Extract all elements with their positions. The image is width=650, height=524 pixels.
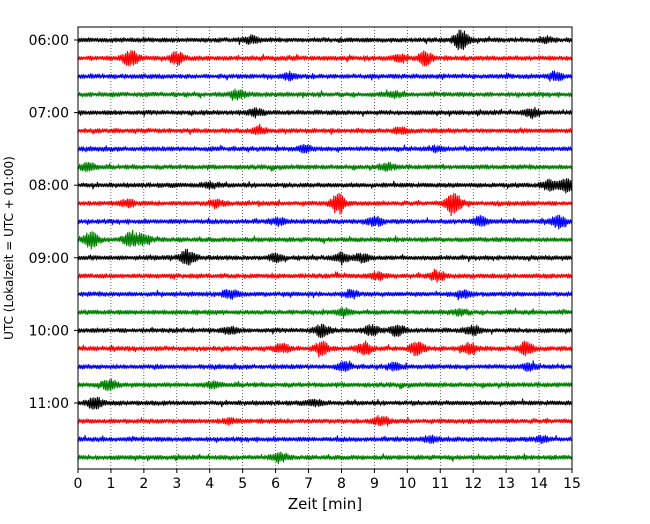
x-tick-label: 8 — [337, 476, 346, 492]
x-tick-label: 2 — [139, 476, 148, 492]
trace-09-00 — [77, 248, 573, 266]
x-axis-label: Zeit [min] — [288, 495, 362, 513]
traces — [77, 29, 573, 465]
trace-08-00 — [77, 178, 573, 194]
trace-11-30 — [77, 434, 573, 445]
plot-frame — [77, 26, 573, 470]
trace-07-15 — [77, 123, 573, 136]
y-tick-label: 11:00 — [29, 396, 69, 412]
trace-08-45 — [77, 229, 573, 250]
x-tick-label: 14 — [530, 476, 548, 492]
y-axis-ticks: 06:00 07:00 08:00 09:00 10:00 11:00 — [29, 33, 78, 412]
trace-10-30 — [77, 360, 573, 373]
trace-11-45 — [77, 451, 573, 465]
trace-08-15 — [77, 192, 573, 217]
trace-11-00 — [77, 396, 573, 410]
x-axis-ticks: 0 1 2 3 4 5 6 7 8 9 10 11 12 13 14 15 — [74, 469, 581, 492]
trace-06-15 — [77, 49, 573, 67]
trace-11-15 — [77, 414, 573, 427]
trace-07-00 — [77, 106, 573, 120]
x-tick-label: 7 — [304, 476, 313, 492]
trace-06-30 — [77, 70, 573, 82]
x-tick-label: 10 — [398, 476, 416, 492]
x-tick-label: 1 — [106, 476, 115, 492]
y-tick-label: 06:00 — [29, 33, 69, 49]
trace-07-45 — [77, 161, 573, 173]
trace-06-45 — [77, 88, 573, 101]
trace-06-00 — [77, 29, 573, 51]
x-tick-label: 12 — [464, 476, 482, 492]
y-axis-label: UTC (Lokalzeit = UTC + 01:00) — [2, 156, 16, 340]
trace-09-30 — [77, 288, 573, 301]
x-tick-label: 6 — [271, 476, 280, 492]
x-tick-label: 5 — [238, 476, 247, 492]
x-tick-label: 3 — [172, 476, 181, 492]
y-tick-label: 10:00 — [29, 323, 69, 339]
trace-09-45 — [77, 307, 573, 319]
y-tick-label: 08:00 — [29, 178, 69, 194]
x-tick-label: 0 — [74, 476, 83, 492]
y-tick-label: 09:00 — [29, 251, 69, 267]
x-tick-label: 15 — [563, 476, 581, 492]
x-tick-label: 9 — [370, 476, 379, 492]
x-tick-label: 13 — [497, 476, 515, 492]
trace-10-00 — [77, 323, 573, 339]
y-tick-label: 07:00 — [29, 106, 69, 122]
trace-08-30 — [77, 214, 573, 230]
trace-09-15 — [77, 268, 573, 283]
trace-10-45 — [77, 378, 573, 392]
trace-07-30 — [77, 143, 573, 154]
trace-10-15 — [77, 340, 573, 358]
x-tick-label: 11 — [431, 476, 449, 492]
x-tick-label: 4 — [205, 476, 214, 492]
